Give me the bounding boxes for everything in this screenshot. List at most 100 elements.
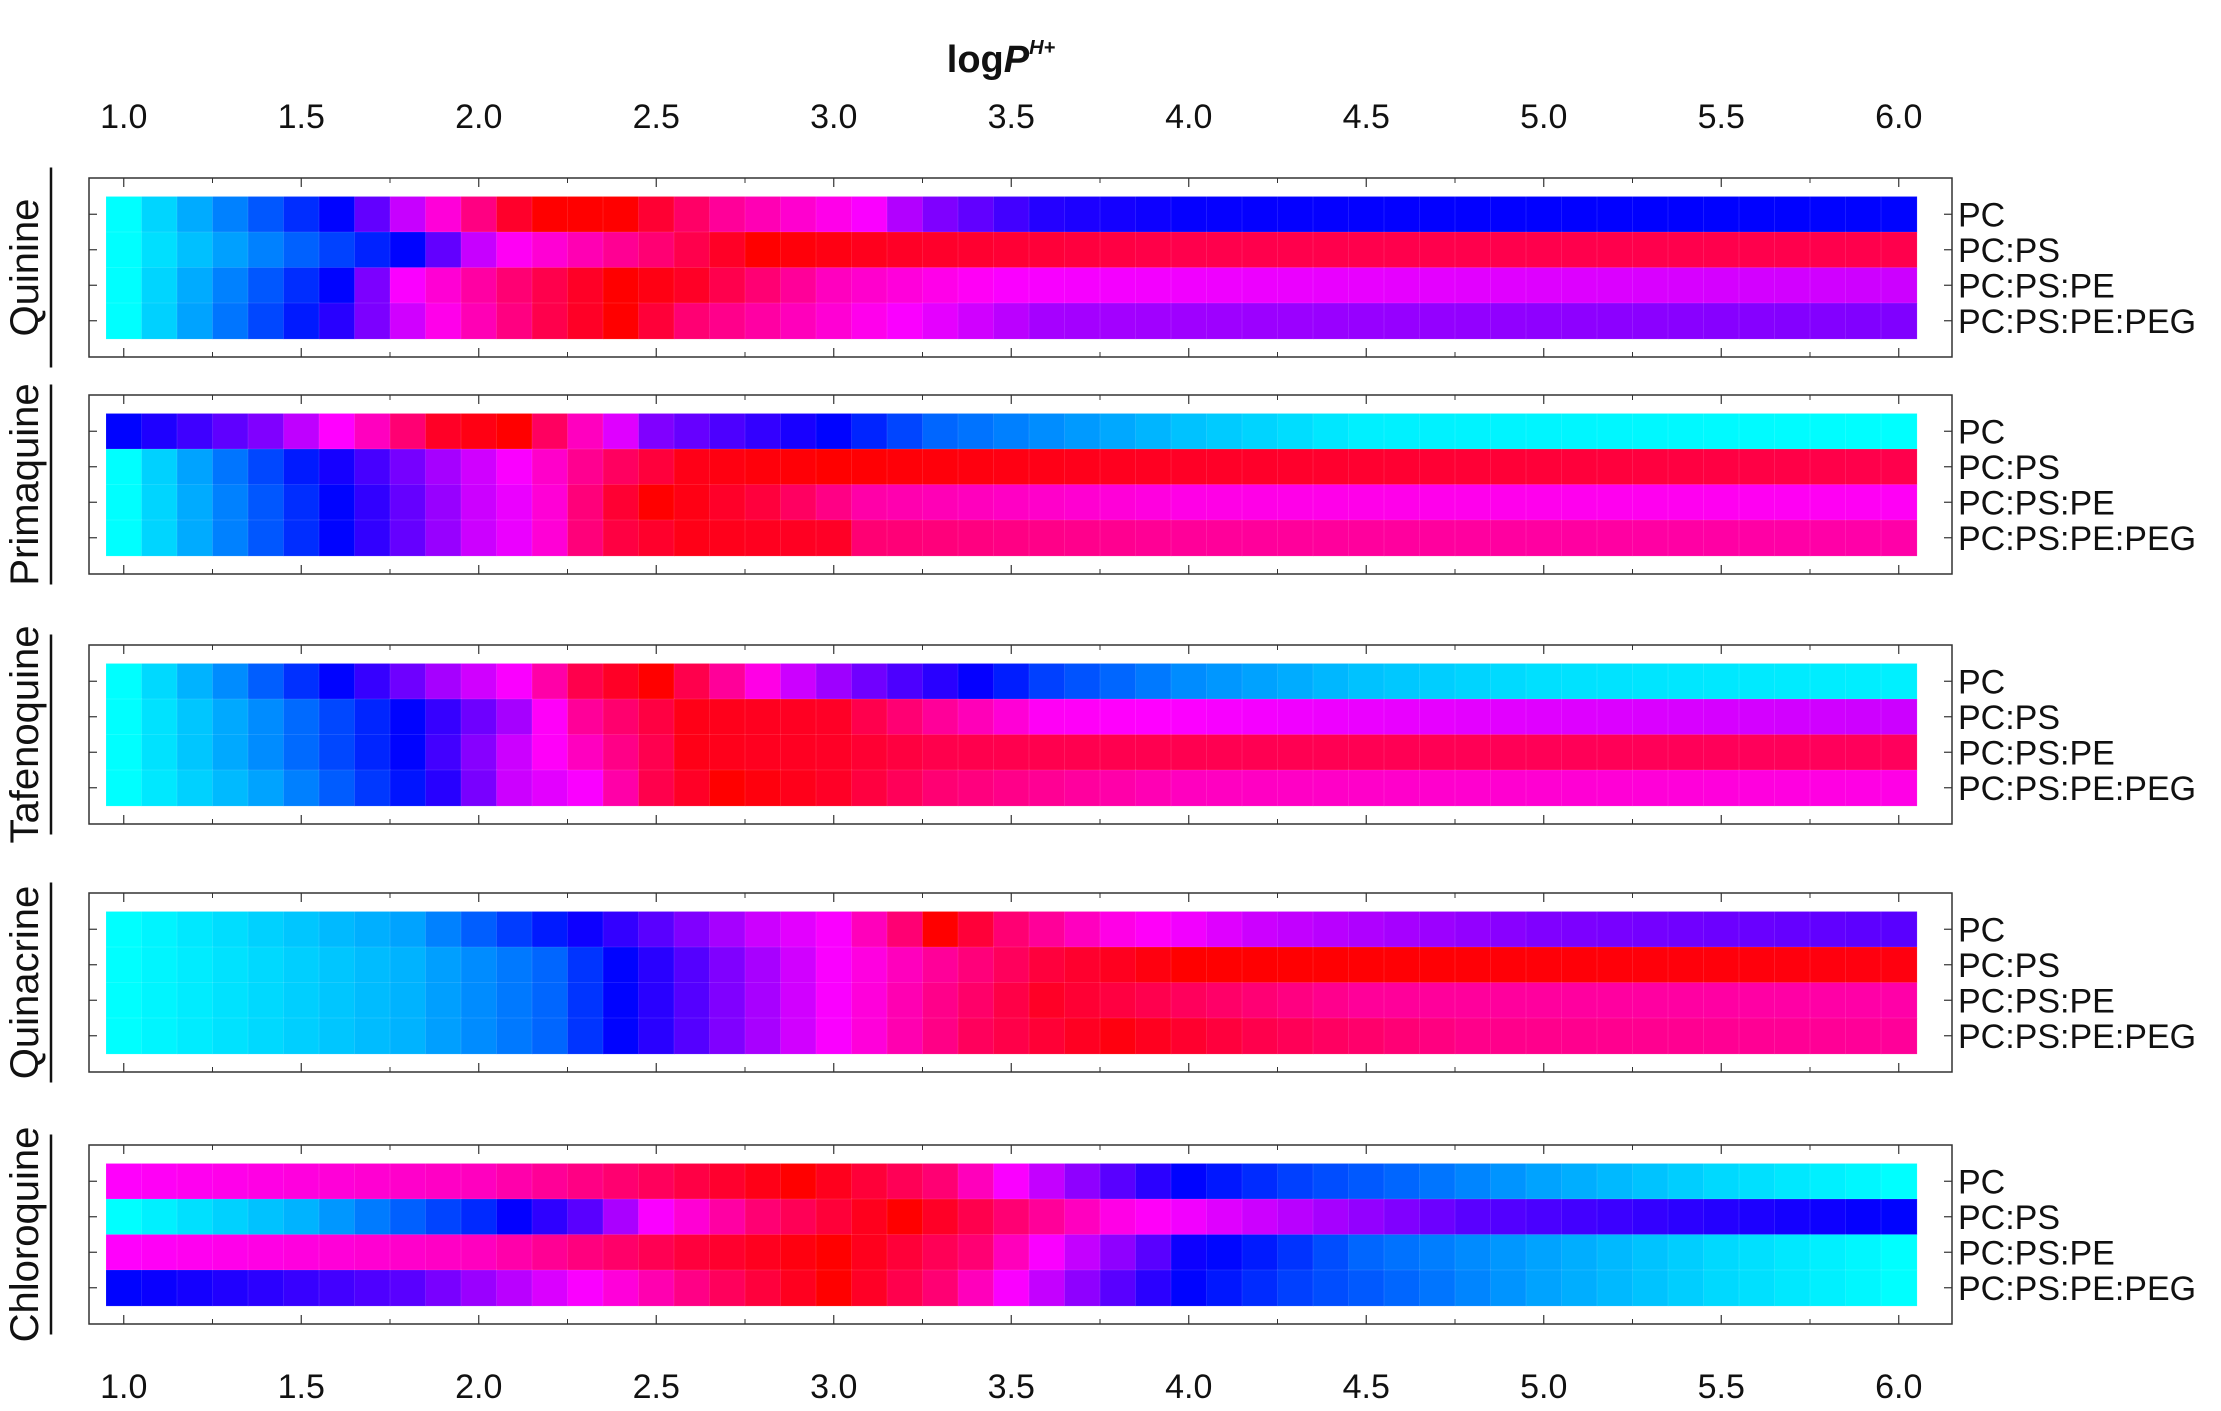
heatmap-cell bbox=[283, 769, 320, 807]
heatmap-cell bbox=[1064, 413, 1101, 450]
heatmap-cell bbox=[1419, 1234, 1456, 1271]
heatmap-cell bbox=[851, 231, 888, 269]
heatmap-cell bbox=[318, 231, 356, 269]
heatmap-row bbox=[105, 484, 1918, 521]
heatmap-cell bbox=[1490, 911, 1527, 948]
heatmap-cell bbox=[567, 519, 604, 557]
heatmap-cell bbox=[993, 1234, 1030, 1271]
heatmap-cell bbox=[460, 769, 498, 807]
heatmap-cell bbox=[496, 448, 533, 486]
heatmap-cell bbox=[886, 982, 924, 1019]
heatmap-cell bbox=[141, 448, 178, 486]
heatmap-cell bbox=[1845, 448, 1882, 486]
heatmap-cell bbox=[1596, 734, 1634, 771]
heatmap-cell bbox=[1348, 1163, 1385, 1200]
heatmap-cell bbox=[1241, 698, 1279, 736]
heatmap-cell bbox=[1099, 1017, 1137, 1055]
heatmap-cell bbox=[1028, 1198, 1066, 1236]
heatmap-cell bbox=[1703, 982, 1740, 1019]
heatmap-cell bbox=[141, 1163, 178, 1200]
heatmap-row bbox=[105, 982, 1918, 1019]
heatmap-cell bbox=[1454, 484, 1492, 521]
heatmap-cell bbox=[1738, 484, 1776, 521]
heatmap-cell bbox=[780, 519, 817, 557]
heatmap-cell bbox=[531, 1234, 569, 1271]
heatmap-cell bbox=[1845, 946, 1882, 984]
heatmap-cell bbox=[1170, 1198, 1208, 1236]
heatmap-cell bbox=[460, 1269, 498, 1307]
heatmap-cell bbox=[567, 302, 604, 340]
heatmap-cell bbox=[389, 1198, 427, 1236]
heatmap-cell bbox=[886, 267, 924, 304]
heatmap-cell bbox=[1028, 982, 1066, 1019]
heatmap-cell bbox=[1774, 946, 1811, 984]
heatmap-cell bbox=[1632, 1234, 1669, 1271]
heatmap-cell bbox=[354, 231, 391, 269]
heatmap-cell bbox=[1774, 1163, 1811, 1200]
heatmap-cell bbox=[1206, 267, 1243, 304]
heatmap-cell bbox=[1703, 1163, 1740, 1200]
heatmap-cell bbox=[389, 663, 427, 700]
heatmap-cell bbox=[567, 267, 604, 304]
heatmap-cell bbox=[1667, 484, 1705, 521]
heatmap-cell bbox=[1596, 946, 1634, 984]
heatmap-cell bbox=[886, 769, 924, 807]
heatmap-cell bbox=[922, 982, 959, 1019]
drug-label: Chloroquine bbox=[3, 1127, 47, 1343]
x-tick-label-bottom: 2.5 bbox=[633, 1368, 680, 1406]
heatmap-cell bbox=[1632, 231, 1669, 269]
heatmap-cell bbox=[1845, 231, 1882, 269]
heatmap-cell bbox=[247, 448, 285, 486]
heatmap-cell bbox=[886, 698, 924, 736]
heatmap-cell bbox=[1490, 663, 1527, 700]
heatmap-cell bbox=[425, 1234, 462, 1271]
heatmap-cell bbox=[1383, 196, 1421, 233]
heatmap-cell bbox=[567, 484, 604, 521]
x-tick-label-top: 3.5 bbox=[988, 98, 1035, 136]
heatmap-cell bbox=[1419, 448, 1456, 486]
heatmap-cell bbox=[425, 698, 462, 736]
heatmap-cell bbox=[1312, 1163, 1350, 1200]
heatmap-cell bbox=[1490, 1269, 1527, 1307]
heatmap-cell bbox=[1454, 448, 1492, 486]
heatmap-cell bbox=[1454, 1198, 1492, 1236]
heatmap-cell bbox=[1454, 196, 1492, 233]
heatmap-cell bbox=[1845, 1163, 1882, 1200]
heatmap-cell bbox=[673, 698, 711, 736]
heatmap-cell bbox=[1774, 484, 1811, 521]
heatmap-cell bbox=[176, 946, 214, 984]
heatmap-cell bbox=[425, 769, 462, 807]
heatmap-cell bbox=[744, 302, 782, 340]
heatmap-cell bbox=[1774, 413, 1811, 450]
panel-frame bbox=[88, 644, 1953, 825]
heatmap-cell bbox=[1632, 946, 1669, 984]
heatmap-cell bbox=[531, 448, 569, 486]
heatmap-cell bbox=[1064, 982, 1101, 1019]
heatmap-cell bbox=[176, 448, 214, 486]
heatmap-cell bbox=[1135, 448, 1172, 486]
heatmap-cell bbox=[1703, 911, 1740, 948]
heatmap-cell bbox=[1880, 484, 1918, 521]
heatmap-cell bbox=[1809, 484, 1847, 521]
heatmap-cell bbox=[1312, 519, 1350, 557]
heatmap-cell bbox=[389, 413, 427, 450]
heatmap-cell bbox=[1809, 698, 1847, 736]
heatmap-cell bbox=[318, 1234, 356, 1271]
heatmap-cell bbox=[602, 663, 640, 700]
heatmap-cell bbox=[673, 734, 711, 771]
heatmap-cell bbox=[1206, 484, 1243, 521]
heatmap-cell bbox=[957, 448, 995, 486]
x-tick-label-top: 2.0 bbox=[455, 98, 502, 136]
heatmap-cell bbox=[425, 413, 462, 450]
heatmap-cell bbox=[496, 911, 533, 948]
heatmap-cell bbox=[1774, 519, 1811, 557]
heatmap-cell bbox=[1277, 911, 1314, 948]
heatmap-cell bbox=[531, 1269, 569, 1307]
heatmap-cell bbox=[1632, 911, 1669, 948]
heatmap-cell bbox=[922, 1269, 959, 1307]
heatmap-cell bbox=[851, 911, 888, 948]
heatmap-cell bbox=[1277, 769, 1314, 807]
heatmap-cell bbox=[1809, 1163, 1847, 1200]
heatmap-cell bbox=[1880, 413, 1918, 450]
